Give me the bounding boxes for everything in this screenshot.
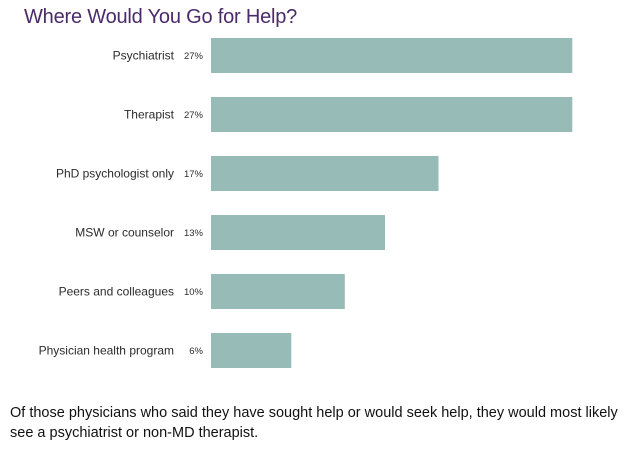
bar	[211, 215, 385, 250]
bar	[211, 38, 573, 73]
category-label: MSW or counselor	[75, 226, 174, 240]
value-label: 10%	[184, 287, 204, 298]
category-label: Therapist	[124, 108, 175, 122]
category-label: PhD psychologist only	[56, 167, 174, 181]
category-label: Physician health program	[39, 344, 174, 358]
category-label: Peers and colleagues	[59, 285, 174, 299]
bar-chart: Psychiatrist 27% Therapist 27% PhD psycholog…	[39, 38, 573, 368]
chart-caption: Of those physicians who said they have s…	[10, 405, 618, 441]
category-label: Psychiatrist	[113, 49, 175, 63]
bar	[211, 333, 292, 368]
chart-title: Where Would You Go for Help?	[24, 6, 298, 28]
value-label: 17%	[184, 169, 204, 180]
bar	[211, 156, 439, 191]
value-label: 13%	[184, 228, 204, 239]
bar	[211, 97, 573, 132]
value-label: 6%	[189, 346, 203, 357]
value-label: 27%	[184, 51, 204, 62]
value-label: 27%	[184, 110, 204, 121]
bar	[211, 274, 345, 309]
